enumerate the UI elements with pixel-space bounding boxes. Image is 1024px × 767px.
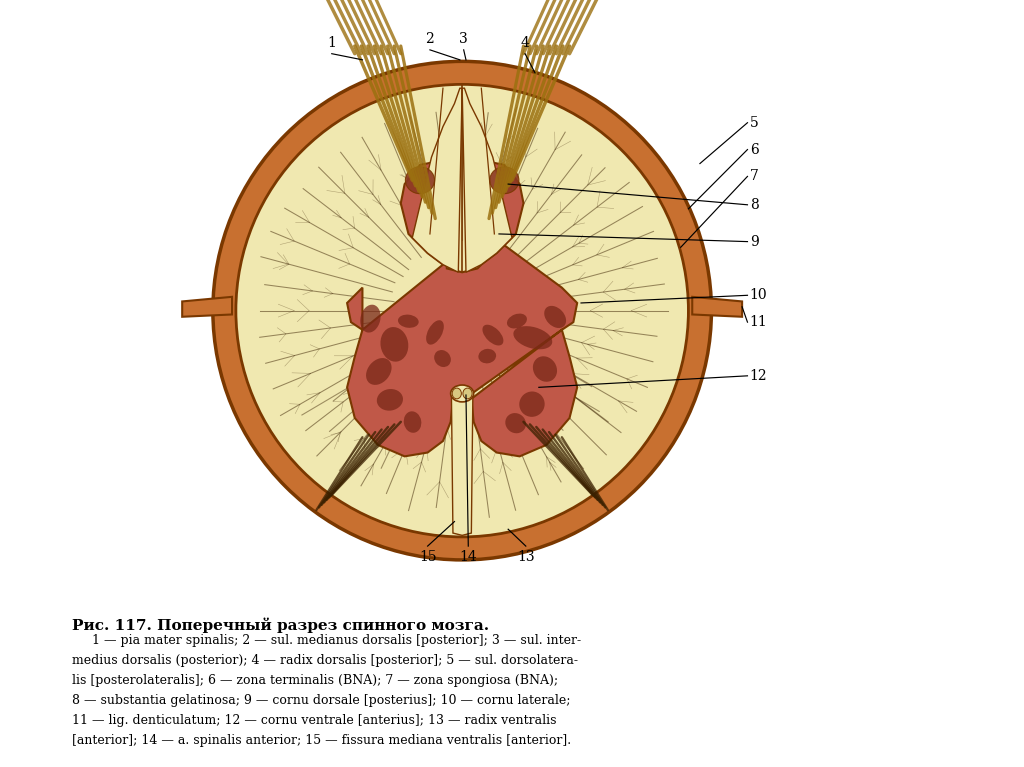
Polygon shape	[413, 88, 462, 272]
Text: 15: 15	[419, 550, 436, 564]
Text: medius dorsalis (posterior); 4 — radix dorsalis [posterior]; 5 — sul. dorsolater: medius dorsalis (posterior); 4 — radix d…	[72, 654, 578, 667]
Ellipse shape	[213, 61, 712, 560]
Text: lis [posterolateralis]; 6 — zona terminalis (BNA); 7 — zona spongiosa (BNA);: lis [posterolateralis]; 6 — zona termina…	[72, 674, 558, 687]
Text: 10: 10	[750, 288, 767, 302]
Ellipse shape	[398, 314, 419, 328]
Text: 11: 11	[750, 315, 768, 329]
Text: 5: 5	[750, 116, 759, 130]
Text: [anterior]; 14 — a. spinalis anterior; 15 — fissura mediana ventralis [anterior]: [anterior]; 14 — a. spinalis anterior; 1…	[72, 734, 570, 747]
Text: Рис. 117. Поперечный разрез спинного мозга.: Рис. 117. Поперечный разрез спинного моз…	[72, 617, 488, 633]
Text: 13: 13	[517, 550, 535, 564]
Ellipse shape	[513, 326, 552, 349]
Ellipse shape	[478, 349, 496, 364]
Ellipse shape	[505, 413, 526, 433]
Ellipse shape	[406, 167, 434, 194]
Ellipse shape	[507, 314, 527, 328]
Text: 7: 7	[750, 170, 759, 183]
Ellipse shape	[366, 358, 391, 385]
Ellipse shape	[236, 84, 688, 537]
Text: 8: 8	[750, 198, 759, 212]
Text: 8 — substantia gelatinosa; 9 — cornu dorsale [posterius]; 10 — cornu laterale;: 8 — substantia gelatinosa; 9 — cornu dor…	[72, 694, 570, 707]
Polygon shape	[347, 161, 578, 456]
Polygon shape	[692, 297, 742, 317]
Polygon shape	[182, 297, 232, 317]
Ellipse shape	[426, 320, 443, 344]
Ellipse shape	[434, 350, 451, 367]
Text: 14: 14	[460, 550, 477, 564]
Text: 4: 4	[520, 36, 529, 50]
Ellipse shape	[451, 385, 474, 402]
Ellipse shape	[544, 306, 566, 328]
Ellipse shape	[377, 389, 403, 410]
Ellipse shape	[453, 388, 462, 399]
Ellipse shape	[360, 304, 381, 333]
Polygon shape	[452, 389, 473, 535]
Ellipse shape	[489, 167, 519, 194]
Polygon shape	[462, 88, 512, 272]
Text: 1: 1	[328, 36, 336, 50]
Text: 9: 9	[750, 235, 759, 249]
Ellipse shape	[532, 357, 557, 382]
Ellipse shape	[403, 411, 421, 433]
Text: 12: 12	[750, 369, 767, 383]
Text: 3: 3	[460, 32, 468, 46]
Ellipse shape	[381, 327, 409, 362]
Ellipse shape	[519, 391, 545, 416]
Ellipse shape	[482, 324, 504, 345]
Text: 2: 2	[426, 32, 434, 46]
Text: 6: 6	[750, 143, 759, 156]
Text: 1 — pia mater spinalis; 2 — sul. medianus dorsalis [posterior]; 3 — sul. inter-: 1 — pia mater spinalis; 2 — sul. medianu…	[72, 634, 581, 647]
Ellipse shape	[463, 388, 472, 399]
Text: 11 — lig. denticulatum; 12 — cornu ventrale [anterius]; 13 — radix ventralis: 11 — lig. denticulatum; 12 — cornu ventr…	[72, 714, 556, 727]
